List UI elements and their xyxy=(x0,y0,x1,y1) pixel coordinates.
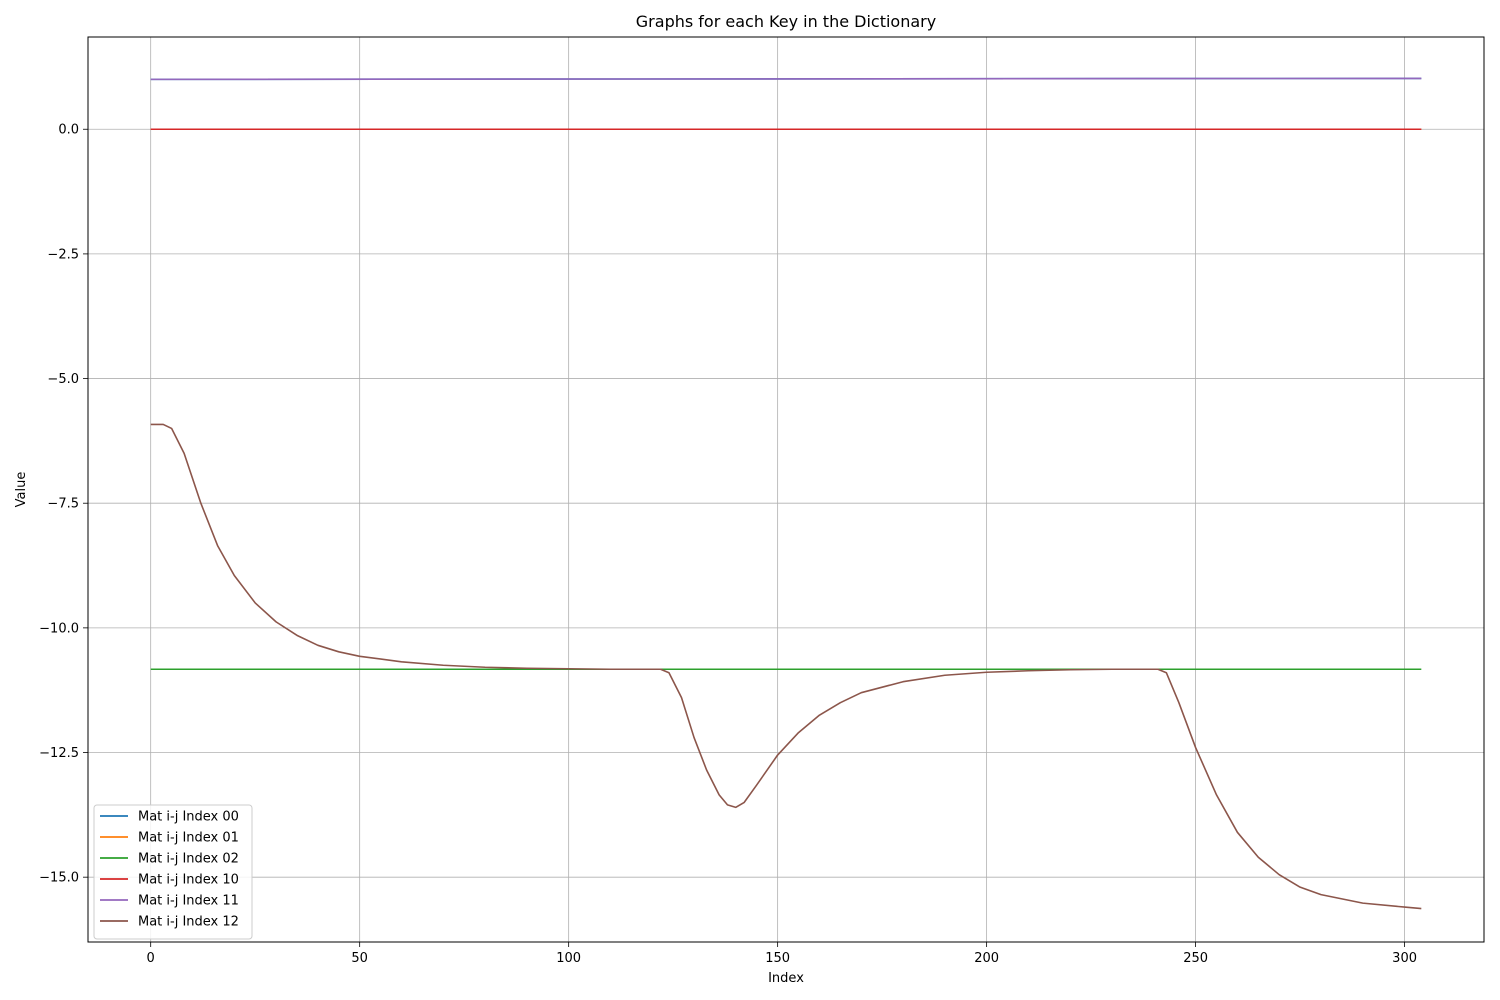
legend-label: Mat i-j Index 01 xyxy=(138,831,239,846)
y-tick-label: −12.5 xyxy=(39,746,79,761)
x-tick-label: 0 xyxy=(147,951,155,966)
plot-frame xyxy=(87,36,1485,943)
x-tick-label: 50 xyxy=(351,951,368,966)
y-tick-label: −7.5 xyxy=(47,497,79,512)
x-tick-label: 200 xyxy=(974,951,999,966)
legend: Mat i-j Index 00 Mat i-j Index 01 Mat i-j … xyxy=(93,804,253,940)
y-tick-label: −2.5 xyxy=(47,247,79,262)
legend-label: Mat i-j Index 12 xyxy=(138,915,239,930)
y-tick-label: −5.0 xyxy=(47,372,79,387)
x-tick-label: 100 xyxy=(556,951,581,966)
legend-label: Mat i-j Index 00 xyxy=(138,810,239,825)
x-tick-label: 150 xyxy=(765,951,790,966)
y-tick-label: −10.0 xyxy=(39,621,79,636)
chart-title: Graphs for each Key in the Dictionary xyxy=(636,12,936,31)
series-line-mat-i-j-index-11 xyxy=(150,77,1422,81)
series-lines xyxy=(150,77,1422,910)
legend-label: Mat i-j Index 02 xyxy=(138,852,239,867)
x-tick-label: 300 xyxy=(1392,951,1417,966)
y-axis-title: Value xyxy=(14,472,29,508)
x-axis-title: Index xyxy=(768,971,804,986)
legend-label: Mat i-j Index 10 xyxy=(138,873,239,888)
legend-box xyxy=(93,804,253,940)
series-line-mat-i-j-index-12 xyxy=(150,423,1422,910)
y-tick-label: 0.0 xyxy=(58,123,79,138)
axis-ticks: 0 50 100 150 200 250 300 0.0 −2.5 −5.0 −7.5 −10.0 −1… xyxy=(39,123,1417,966)
y-tick-label: −15.0 xyxy=(39,871,79,886)
x-tick-label: 250 xyxy=(1183,951,1208,966)
legend-label: Mat i-j Index 11 xyxy=(138,894,239,909)
